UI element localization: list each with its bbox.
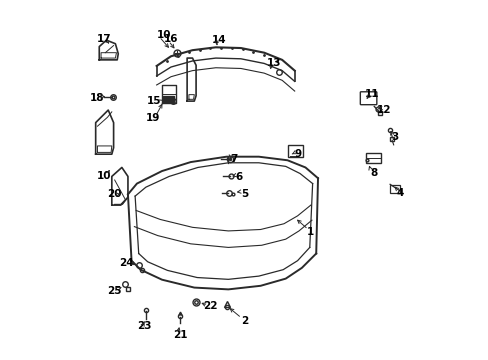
Text: 3: 3 bbox=[391, 132, 398, 142]
Text: 16: 16 bbox=[163, 35, 178, 44]
Bar bbox=[163, 96, 174, 102]
Text: 13: 13 bbox=[266, 58, 281, 68]
Text: 20: 20 bbox=[107, 189, 122, 199]
Text: 10: 10 bbox=[97, 171, 111, 181]
Text: 10: 10 bbox=[156, 30, 171, 40]
Text: 14: 14 bbox=[212, 35, 226, 45]
Bar bbox=[389, 185, 399, 193]
Text: 8: 8 bbox=[369, 168, 376, 178]
Text: 18: 18 bbox=[90, 93, 104, 103]
Text: 11: 11 bbox=[364, 89, 378, 99]
Text: 4: 4 bbox=[396, 188, 404, 198]
Text: 15: 15 bbox=[146, 96, 161, 106]
Text: 25: 25 bbox=[107, 286, 122, 296]
Bar bbox=[287, 145, 302, 157]
Text: 7: 7 bbox=[229, 154, 237, 164]
Text: 12: 12 bbox=[376, 105, 391, 115]
Text: 9: 9 bbox=[293, 149, 301, 159]
Bar bbox=[365, 153, 380, 163]
Text: 5: 5 bbox=[241, 189, 247, 199]
Text: 2: 2 bbox=[241, 316, 247, 325]
Text: 19: 19 bbox=[145, 113, 160, 123]
Text: 6: 6 bbox=[235, 172, 242, 182]
Text: 21: 21 bbox=[173, 330, 187, 340]
Text: 17: 17 bbox=[97, 35, 111, 44]
Text: 23: 23 bbox=[137, 321, 151, 331]
Text: 22: 22 bbox=[203, 301, 217, 311]
Text: 24: 24 bbox=[119, 258, 133, 268]
Text: 1: 1 bbox=[306, 227, 314, 237]
